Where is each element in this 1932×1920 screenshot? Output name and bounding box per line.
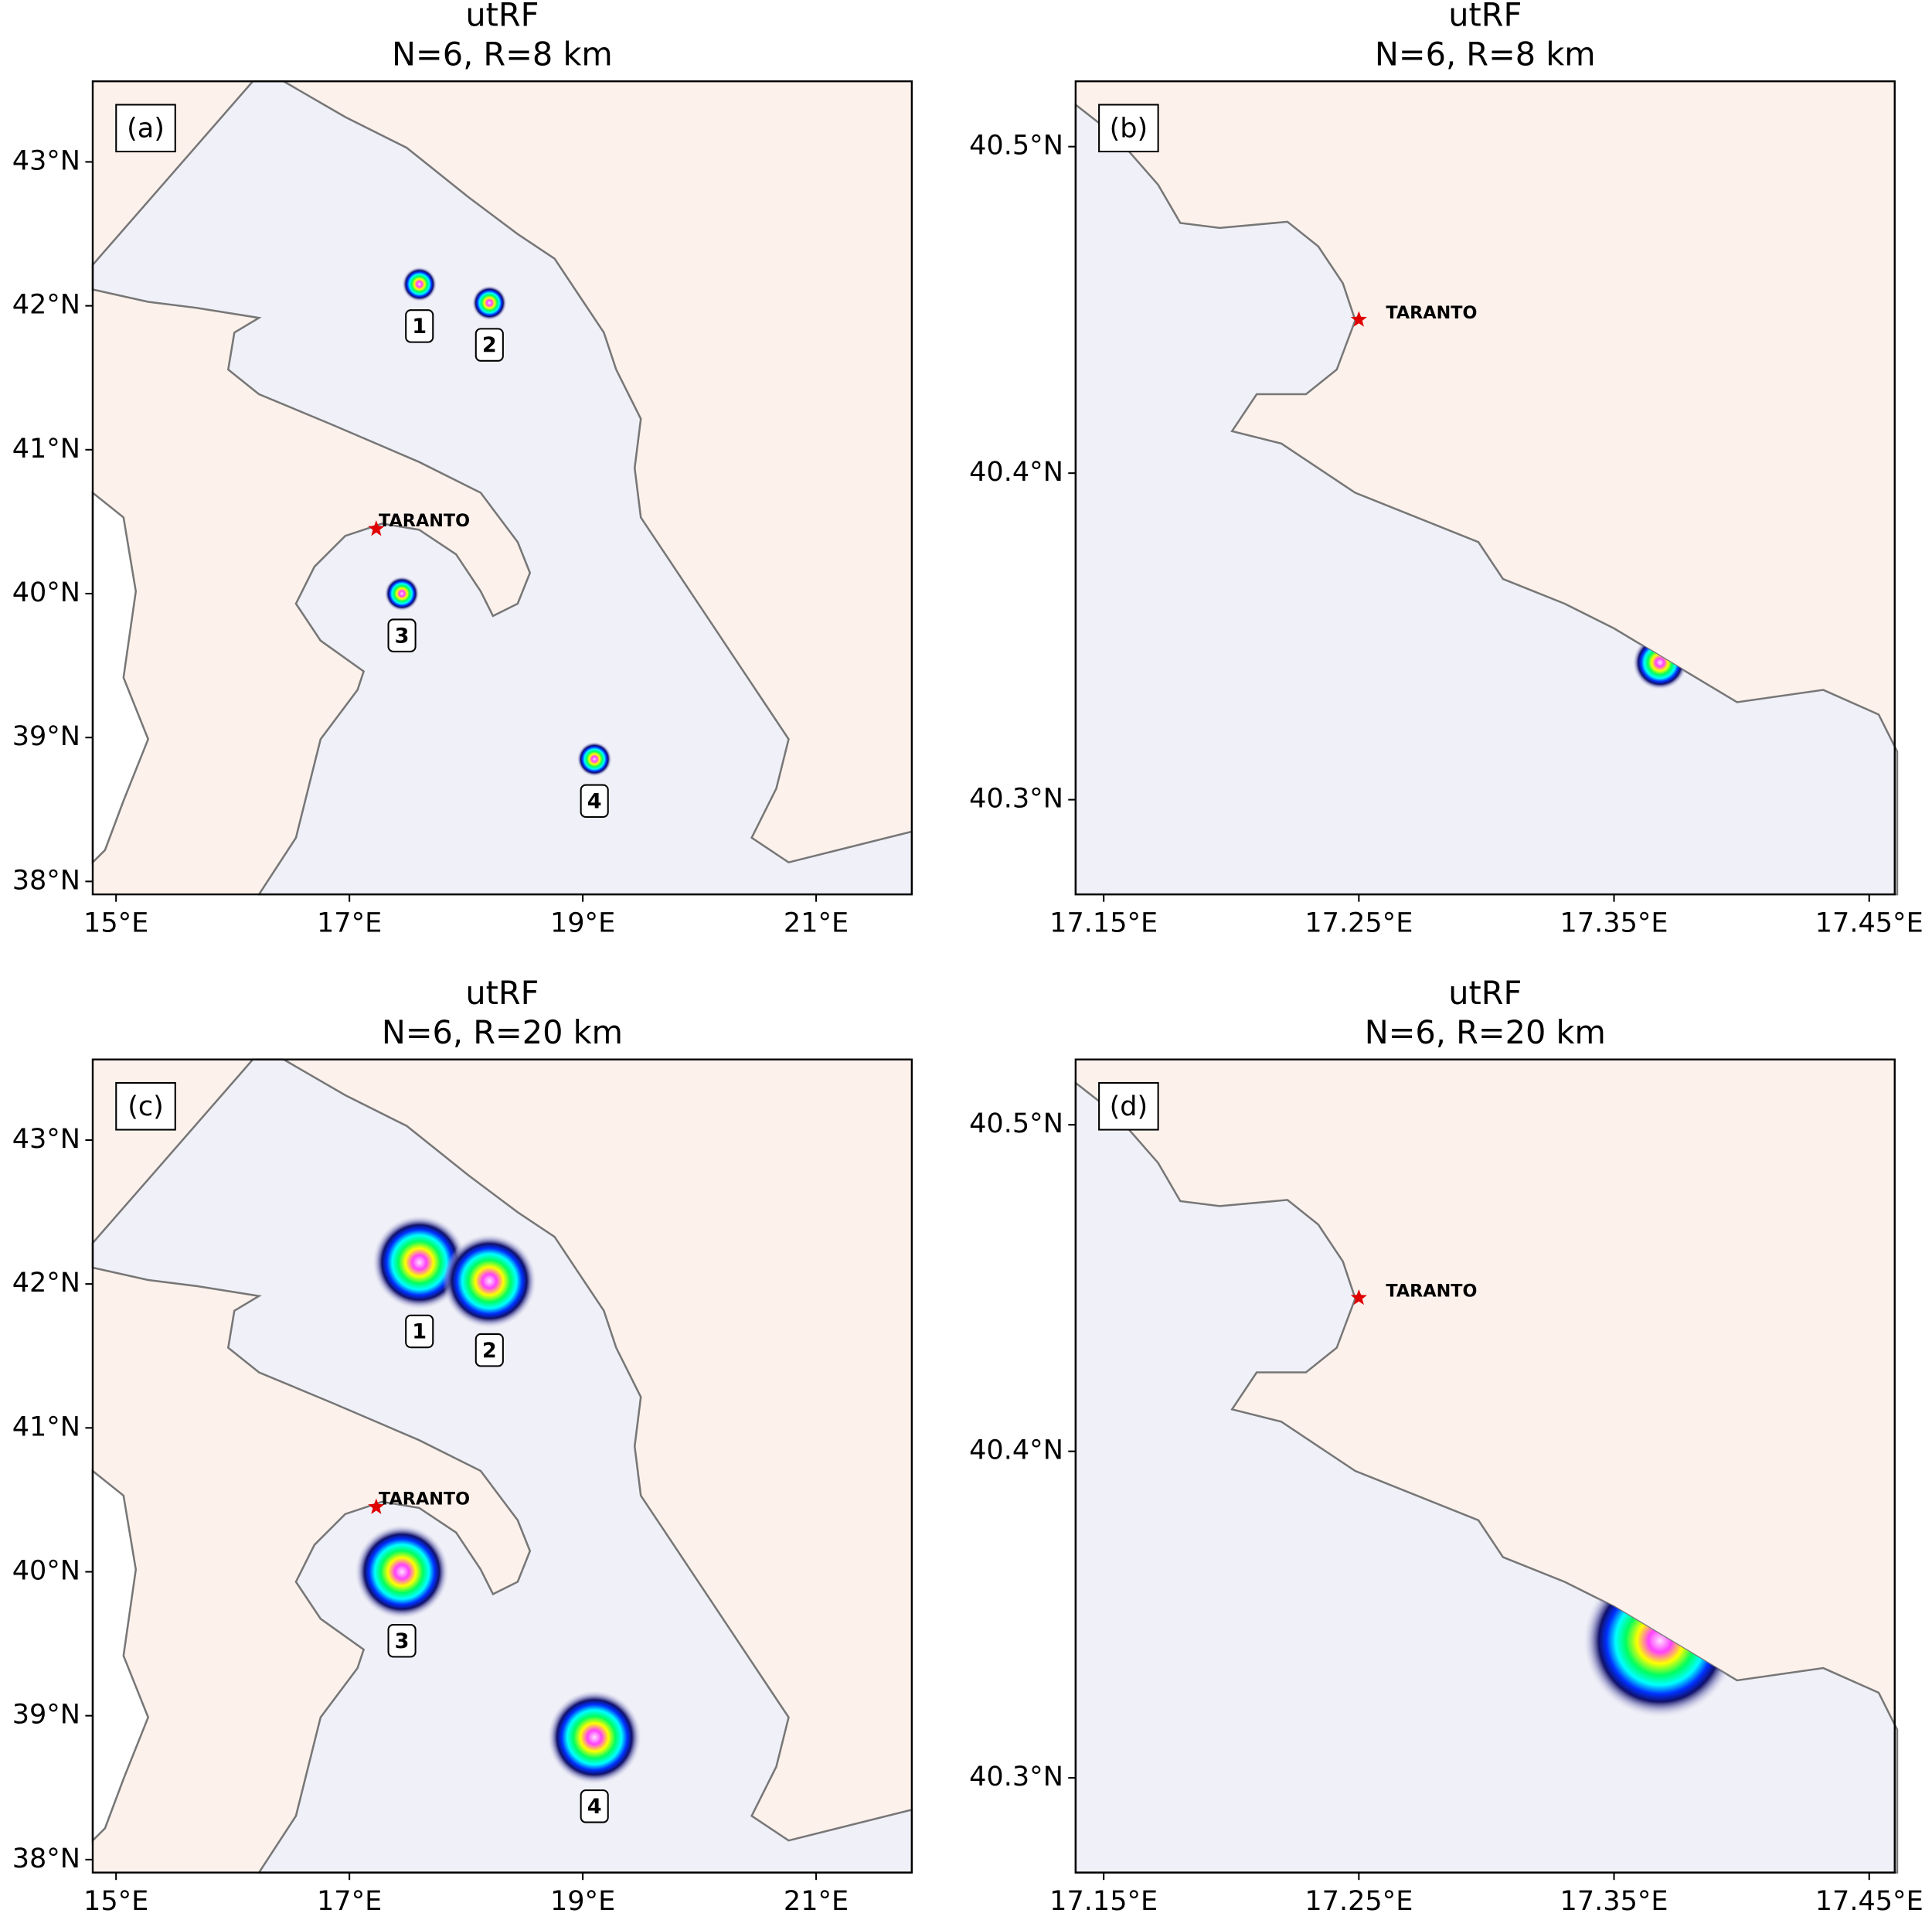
panel-label-box <box>1098 104 1159 153</box>
panel-title: utRF <box>465 0 539 33</box>
panel-label: (b) <box>1110 112 1148 144</box>
spill-blob <box>372 1215 467 1309</box>
y-tick-label: 40°N <box>12 577 80 608</box>
y-tick-label: 42°N <box>12 289 80 321</box>
city-marker <box>1350 1289 1367 1306</box>
panel-label: (d) <box>1110 1091 1148 1122</box>
y-tick-label: 42°N <box>12 1267 80 1299</box>
panel-label: (c) <box>128 1091 164 1122</box>
outside-domain <box>91 1469 150 1843</box>
y-tick-label: 40.5°N <box>969 1108 1063 1139</box>
city-label: TARANTO <box>1386 1282 1477 1302</box>
x-tick-label: 17.15°E <box>1049 907 1158 938</box>
site-label: 3 <box>395 1629 410 1653</box>
site-label: 1 <box>412 315 427 339</box>
axes-frame <box>1074 1058 1896 1874</box>
spill-blob <box>384 576 420 611</box>
site-label-box <box>580 784 609 819</box>
y-tick-label: 43°N <box>12 145 80 176</box>
y-tick-label: 41°N <box>12 1411 80 1442</box>
y-tick-label: 39°N <box>12 1699 80 1731</box>
y-tick-label: 40°N <box>12 1555 80 1587</box>
spill-blob <box>442 1234 536 1328</box>
y-tick-label: 40.4°N <box>969 1435 1063 1466</box>
x-tick-label: 19°E <box>550 1885 615 1917</box>
panel-subtitle: N=6, R=8 km <box>392 36 613 73</box>
city-marker <box>1350 311 1367 327</box>
city-marker <box>368 1498 385 1514</box>
spill-blob <box>402 267 437 302</box>
sea <box>91 80 913 896</box>
site-label-box <box>405 309 434 343</box>
y-tick-label: 38°N <box>12 1843 80 1874</box>
site-label: 4 <box>587 789 602 813</box>
x-tick-label: 19°E <box>550 907 615 938</box>
site-label-box <box>387 1624 417 1658</box>
site-label-box <box>387 618 417 652</box>
x-tick-label: 17.35°E <box>1560 1885 1668 1917</box>
x-tick-label: 17°E <box>317 1885 382 1917</box>
x-tick-label: 15°E <box>83 1885 148 1917</box>
spill-blobs <box>355 1215 641 1785</box>
site-label: 1 <box>412 1320 427 1344</box>
axes-frame <box>91 1058 913 1874</box>
y-tick-label: 40.3°N <box>969 783 1063 815</box>
sea <box>1074 102 1899 896</box>
y-tick-label: 41°N <box>12 433 80 465</box>
y-tick-label: 40.5°N <box>969 130 1063 162</box>
y-tick-label: 43°N <box>12 1123 80 1155</box>
site-label-box <box>580 1789 609 1823</box>
site-label: 4 <box>587 1795 602 1819</box>
x-tick-label: 21°E <box>784 907 849 938</box>
panel-label: (a) <box>127 112 165 144</box>
panel-label-box <box>115 1081 176 1131</box>
spill-blob <box>355 1524 449 1619</box>
x-tick-label: 17.25°E <box>1304 1885 1413 1917</box>
sea <box>91 1058 913 1874</box>
axes-frame <box>91 80 913 896</box>
y-tick-label: 40.3°N <box>969 1761 1063 1792</box>
panel-label-box <box>115 104 176 153</box>
site-label: 3 <box>395 624 410 648</box>
x-tick-label: 21°E <box>784 1885 849 1917</box>
city-label: TARANTO <box>379 1489 470 1510</box>
site-label-box <box>405 1314 434 1349</box>
site-label-box <box>474 328 504 362</box>
spill-blob <box>547 1690 641 1785</box>
x-tick-label: 17°E <box>317 907 382 938</box>
y-tick-label: 39°N <box>12 720 80 752</box>
site-label: 2 <box>482 333 497 357</box>
spill-blobs <box>384 267 612 777</box>
y-tick-label: 38°N <box>12 864 80 896</box>
x-tick-label: 15°E <box>83 907 148 938</box>
x-tick-label: 17.35°E <box>1560 907 1668 938</box>
panel-title: utRF <box>1448 0 1522 33</box>
spill-blob <box>472 285 507 321</box>
panel-title: utRF <box>1448 975 1522 1012</box>
spill-blob <box>577 741 612 777</box>
y-tick-label: 40.4°N <box>969 456 1063 488</box>
panel-subtitle: N=6, R=20 km <box>1365 1014 1606 1051</box>
site-label: 2 <box>482 1339 497 1363</box>
x-tick-label: 17.45°E <box>1815 1885 1923 1917</box>
x-tick-label: 17.25°E <box>1304 907 1413 938</box>
x-tick-label: 17.45°E <box>1815 907 1923 938</box>
panel-subtitle: N=6, R=20 km <box>382 1014 623 1051</box>
city-marker <box>368 520 385 536</box>
panel-subtitle: N=6, R=8 km <box>1375 36 1596 73</box>
panel-label-box <box>1098 1081 1159 1131</box>
panel-title: utRF <box>465 975 539 1012</box>
city-label: TARANTO <box>1386 303 1477 323</box>
axes-frame <box>1074 80 1896 896</box>
site-label-box <box>474 1333 504 1367</box>
x-tick-label: 17.15°E <box>1049 1885 1158 1917</box>
city-label: TARANTO <box>379 511 470 531</box>
outside-domain <box>91 490 150 865</box>
